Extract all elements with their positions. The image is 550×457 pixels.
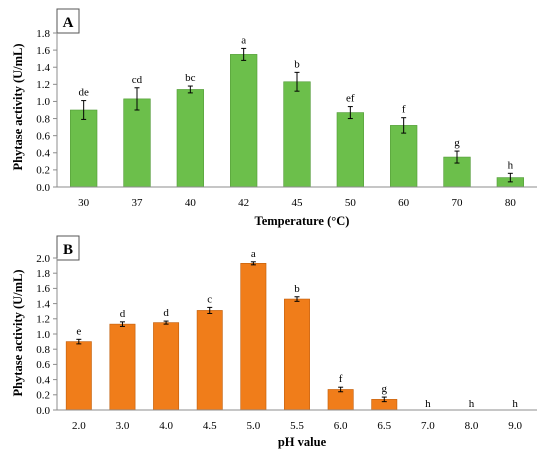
panel-b-significance-letter: b [294, 283, 300, 295]
panel-a-bar [123, 98, 151, 188]
panel-a-y-axis-label: Phytase activity (U/mL) [11, 43, 25, 170]
panel-b-x-tick-label: 9.0 [508, 420, 522, 432]
panel-b-x-tick-label: 6.5 [377, 420, 391, 432]
panel-a-y-tick-label: 1.4 [36, 62, 50, 74]
panel-a-y-tick-label: 0.8 [36, 113, 50, 125]
panel-b-x-tick-label: 5.5 [290, 420, 304, 432]
panel-b-significance-letter: h [425, 398, 431, 410]
panel-a-significance-letter: b [294, 58, 300, 70]
panel-b-significance-letter: h [469, 398, 475, 410]
panel-b-label-box [56, 235, 80, 261]
panel-a-bar [70, 109, 98, 188]
panel-a-y-tick-label: 1.2 [36, 79, 50, 91]
panel-b-y-tick-label: 1.0 [36, 329, 50, 341]
panel-a-x-tick-label: 60 [398, 197, 410, 209]
panel-a-significance-letter: f [402, 104, 406, 116]
panel-a-x-tick-label: 50 [345, 197, 357, 209]
panel-a-label: A [63, 15, 74, 31]
panel-b-label: B [63, 242, 73, 258]
panel-a-significance-letter: cd [132, 74, 143, 86]
panel-a-bar [390, 125, 418, 188]
panel-a-x-tick-label: 40 [185, 197, 197, 209]
panel-a-x-tick-label: 30 [78, 197, 90, 209]
panel-b-significance-letter: c [207, 293, 212, 305]
panel-b-plot: 0.0 0.2 0.4 0.6 0.8 1.0 1.2 1.4 1.6 1.8 2.0 e 2.0 d 3.… [36, 248, 537, 432]
panel-a-y-tick-label: 1.0 [36, 96, 50, 108]
panel-b-x-tick-label: 3.0 [116, 420, 130, 432]
panel-b-significance-letter: h [512, 398, 518, 410]
panel-b-bar [240, 263, 267, 411]
panel-b-bar [65, 341, 92, 411]
panel-b-y-tick-label: 1.6 [36, 283, 50, 295]
panel-b-x-tick-label: 5.0 [246, 420, 260, 432]
panel-b-bar [196, 310, 223, 411]
panel-b-x-tick-label: 2.0 [72, 420, 86, 432]
panel-b-significance-letter: d [120, 308, 126, 320]
panel-b-x-tick-label: 4.5 [203, 420, 217, 432]
panel-a-significance-letter: ef [346, 93, 355, 105]
panel-b-y-tick-label: 1.8 [36, 268, 50, 280]
panel-b-bar [284, 298, 310, 411]
panel-b-significance-letter: e [76, 325, 81, 337]
panel-b-y-tick-label: 1.2 [36, 314, 50, 326]
panel-b: B Phytase activity (U/mL) pH value 0.00.… [11, 235, 537, 449]
panel-a-x-tick-label: 80 [505, 197, 517, 209]
panel-a-y-tick-label: 0.4 [36, 148, 50, 160]
panel-b-y-tick-label: 0.0 [36, 405, 50, 417]
panel-b-x-tick-label: 6.0 [334, 420, 348, 432]
panel-b-significance-letter: a [251, 248, 256, 260]
panel-a-x-tick-label: 45 [292, 197, 304, 209]
panel-a: A Phytase activity (U/mL) Temperature (°… [11, 8, 537, 228]
panel-a-x-axis-label: Temperature (°C) [255, 214, 350, 228]
panel-b-bar [327, 389, 354, 411]
panel-b-significance-letter: d [163, 307, 169, 319]
panel-a-x-tick-label: 42 [238, 197, 249, 209]
panel-a-significance-letter: g [454, 137, 460, 149]
panel-b-x-tick-label: 8.0 [465, 420, 479, 432]
panel-a-y-tick-label: 0.0 [36, 182, 50, 194]
panel-b-y-tick-label: 0.6 [36, 359, 50, 371]
panel-b-y-tick-label: 1.4 [36, 298, 50, 310]
panel-b-y-axis-label: Phytase activity (U/mL) [11, 269, 25, 396]
panel-a-plot: 0.0 0.2 0.4 0.6 0.8 1.0 1.2 1.4 1.6 1.8 de 30 cd 37 bc… [36, 28, 537, 209]
panel-b-significance-letter: g [382, 383, 388, 395]
panel-b-bar [153, 322, 180, 411]
panel-a-bar [336, 112, 364, 188]
panel-b-significance-letter: f [339, 373, 343, 385]
panel-b-y-tick-label: 2.0 [36, 253, 50, 265]
panel-b-bar [109, 323, 136, 411]
panel-a-bar [283, 81, 311, 188]
panel-a-y-tick-label: 0.2 [36, 165, 50, 177]
panel-b-y-tick-label: 0.2 [36, 390, 50, 402]
panel-a-bar [230, 54, 258, 188]
panel-b-x-tick-label: 7.0 [421, 420, 435, 432]
panel-a-significance-letter: a [241, 34, 246, 46]
panel-a-x-tick-label: 70 [452, 197, 464, 209]
panel-a-y-tick-label: 0.6 [36, 130, 50, 142]
panel-b-x-axis-label: pH value [278, 435, 327, 449]
panel-a-label-box [56, 8, 80, 34]
panel-a-y-tick-label: 1.6 [36, 45, 50, 57]
panel-b-y-tick-label: 0.4 [36, 374, 50, 386]
panel-b-y-tick-label: 0.8 [36, 344, 50, 356]
panel-b-x-tick-label: 4.0 [159, 420, 173, 432]
panel-a-x-tick-label: 37 [132, 197, 144, 209]
panel-a-bar [176, 89, 204, 188]
panel-a-significance-letter: de [78, 87, 89, 99]
panel-a-y-tick-label: 1.8 [36, 28, 50, 40]
panel-a-significance-letter: bc [185, 72, 196, 84]
panel-a-significance-letter: h [508, 159, 514, 171]
